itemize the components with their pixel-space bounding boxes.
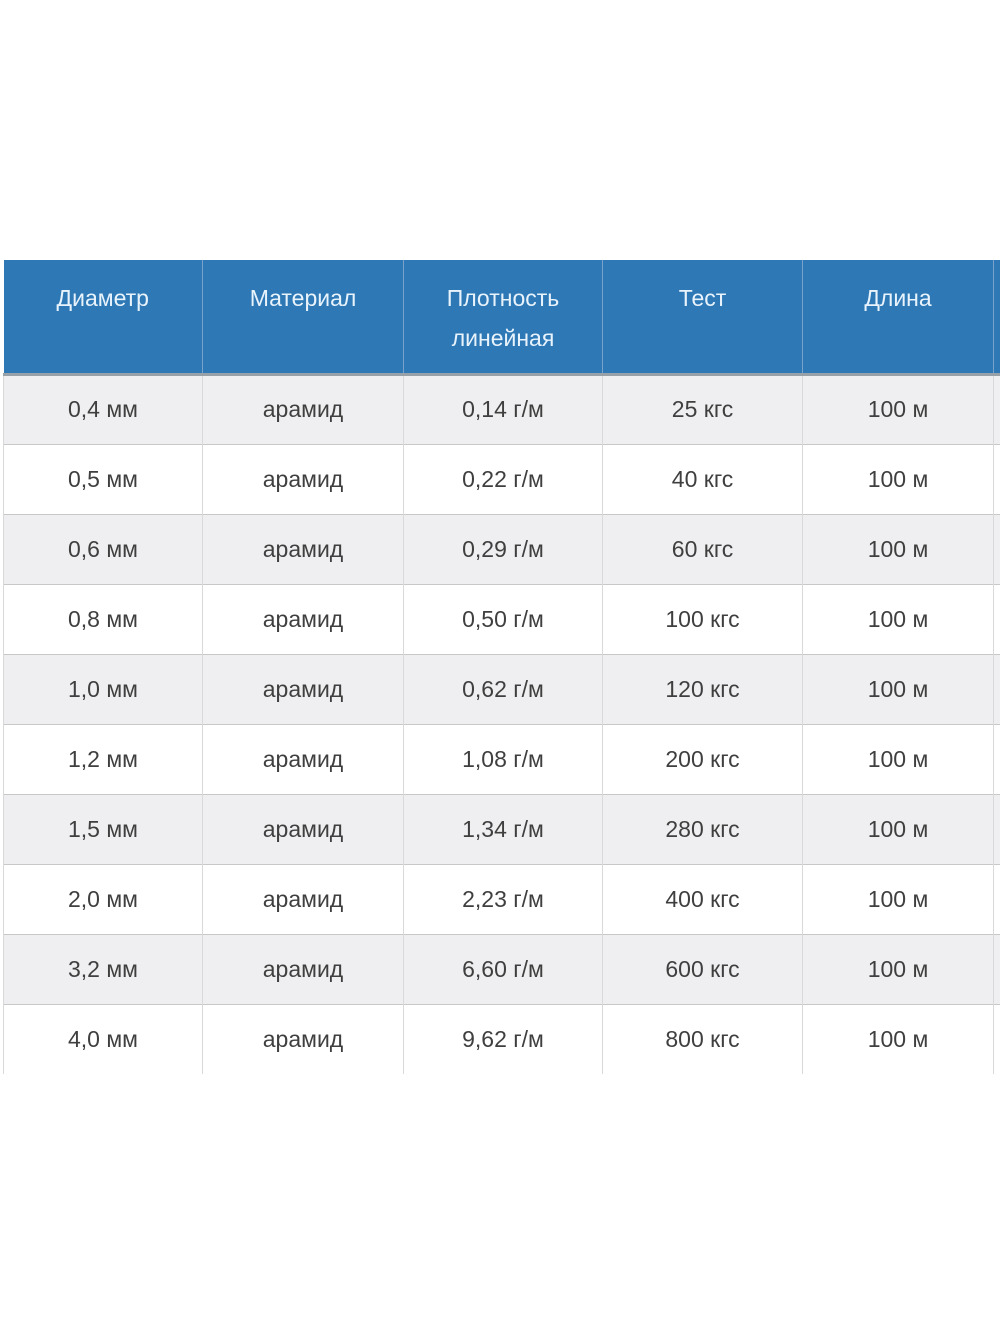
table-row: 0,4 мм арамид 0,14 г/м 25 кгс 100 м [3,374,1000,444]
cell-material: арамид [202,933,404,1004]
cell-material: арамид [202,863,404,934]
cell-length: 100 м [802,443,994,514]
table-row: 1,2 мм арамид 1,08 г/м 200 кгс 100 м [3,723,1000,794]
cell-diameter: 0,6 мм [3,513,203,584]
table-row: 0,6 мм арамид 0,29 г/м 60 кгс 100 м [3,513,1000,584]
cell-material: арамид [202,723,404,794]
cell-linear-density: 1,08 г/м [403,723,603,794]
cell-length: 100 м [802,723,994,794]
cell-diameter: 0,5 мм [3,443,203,514]
cell-diameter: 3,2 мм [3,933,203,1004]
cell-material: арамид [202,583,404,654]
cell-test: 100 кгс [602,583,803,654]
cell-test: 40 кгс [602,443,803,514]
cell-test: 25 кгс [602,374,803,444]
cell-cutoff [993,863,1000,934]
cell-test: 200 кгс [602,723,803,794]
cell-diameter: 1,0 мм [3,653,203,724]
cell-length: 100 м [802,933,994,1004]
column-header-material: Материал [202,260,404,376]
cell-linear-density: 1,34 г/м [403,793,603,864]
cell-diameter: 1,5 мм [3,793,203,864]
cell-length: 100 м [802,513,994,584]
table-row: 0,8 мм арамид 0,50 г/м 100 кгс 100 м [3,583,1000,654]
cell-test: 800 кгс [602,1003,803,1074]
cell-length: 100 м [802,653,994,724]
cell-length: 100 м [802,374,994,444]
cell-diameter: 0,4 мм [3,374,203,444]
cell-length: 100 м [802,863,994,934]
column-header-cutoff [993,260,1000,376]
cell-diameter: 1,2 мм [3,723,203,794]
table-header: Диаметр Материал Плотность линейная Тест… [3,260,1000,376]
table-row: 4,0 мм арамид 9,62 г/м 800 кгс 100 м [3,1003,1000,1074]
cell-cutoff [993,933,1000,1004]
column-header-linear-density: Плотность линейная [403,260,603,376]
cell-linear-density: 0,50 г/м [403,583,603,654]
cell-cutoff [993,374,1000,444]
cell-linear-density: 0,14 г/м [403,374,603,444]
cell-material: арамид [202,513,404,584]
cell-linear-density: 6,60 г/м [403,933,603,1004]
table-row: 0,5 мм арамид 0,22 г/м 40 кгс 100 м [3,443,1000,514]
specs-table: Диаметр Материал Плотность линейная Тест… [3,260,1000,1074]
column-header-test: Тест [602,260,803,376]
cell-test: 400 кгс [602,863,803,934]
table-row: 2,0 мм арамид 2,23 г/м 400 кгс 100 м [3,863,1000,934]
cell-test: 600 кгс [602,933,803,1004]
cell-material: арамид [202,374,404,444]
cell-material: арамид [202,793,404,864]
cell-material: арамид [202,443,404,514]
column-header-length: Длина [802,260,994,376]
table-row: 3,2 мм арамид 6,60 г/м 600 кгс 100 м [3,933,1000,1004]
cell-length: 100 м [802,793,994,864]
table-row: 1,0 мм арамид 0,62 г/м 120 кгс 100 м [3,653,1000,724]
cell-linear-density: 0,62 г/м [403,653,603,724]
cell-cutoff [993,1003,1000,1074]
cell-diameter: 2,0 мм [3,863,203,934]
cell-linear-density: 2,23 г/м [403,863,603,934]
cell-cutoff [993,653,1000,724]
table-body: 0,4 мм арамид 0,14 г/м 25 кгс 100 м 0,5 … [3,374,1000,1074]
column-header-diameter: Диаметр [3,260,203,376]
cell-test: 60 кгс [602,513,803,584]
cell-test: 120 кгс [602,653,803,724]
cell-material: арамид [202,1003,404,1074]
cell-cutoff [993,583,1000,654]
header-row: Диаметр Материал Плотность линейная Тест… [3,260,1000,376]
cell-cutoff [993,723,1000,794]
cell-cutoff [993,513,1000,584]
cell-material: арамид [202,653,404,724]
cell-cutoff [993,443,1000,514]
cell-diameter: 4,0 мм [3,1003,203,1074]
cell-linear-density: 9,62 г/м [403,1003,603,1074]
cell-test: 280 кгс [602,793,803,864]
cell-cutoff [993,793,1000,864]
cell-length: 100 м [802,583,994,654]
cell-length: 100 м [802,1003,994,1074]
cell-linear-density: 0,22 г/м [403,443,603,514]
cell-linear-density: 0,29 г/м [403,513,603,584]
cell-diameter: 0,8 мм [3,583,203,654]
table-row: 1,5 мм арамид 1,34 г/м 280 кгс 100 м [3,793,1000,864]
